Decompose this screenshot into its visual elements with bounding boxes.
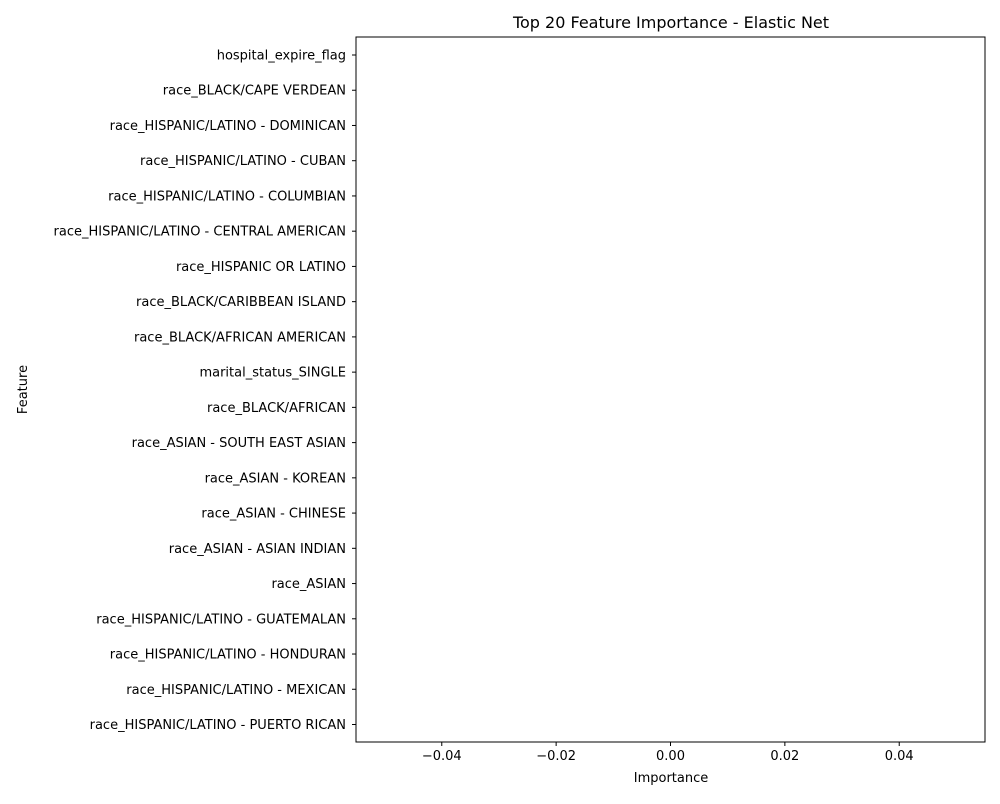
y-tick-label: race_HISPANIC/LATINO - HONDURAN [110,648,346,663]
plot-area-frame [355,36,986,743]
y-tick-label: race_BLACK/AFRICAN AMERICAN [134,330,346,345]
y-tick-label: race_HISPANIC/LATINO - PUERTO RICAN [90,718,346,733]
y-axis: hospital_expire_flag race_BLACK/CAPE VERD… [54,49,356,733]
y-tick-label: race_HISPANIC/LATINO - MEXICAN [126,683,346,698]
y-tick-label: race_ASIAN [271,577,346,592]
y-tick-label: race_HISPANIC/LATINO - CUBAN [140,154,346,169]
x-tick-label: 0.02 [770,749,799,764]
y-tick-label: race_HISPANIC/LATINO - DOMINICAN [110,119,346,134]
y-tick-label: race_ASIAN - KOREAN [205,471,346,486]
y-tick-label: race_HISPANIC OR LATINO [176,260,346,275]
y-axis-label: Feature [16,365,31,414]
x-axis-label: Importance [634,771,709,786]
x-tick-label: 0.00 [656,749,685,764]
y-tick-label: race_BLACK/CAPE VERDEAN [163,84,346,99]
x-tick-label: −0.02 [536,749,576,764]
y-tick-label: hospital_expire_flag [217,49,346,64]
y-tick-label: race_ASIAN - ASIAN INDIAN [169,542,346,557]
x-axis: −0.04 −0.02 0.00 0.02 0.04 [422,742,914,764]
y-tick-label: race_HISPANIC/LATINO - GUATEMALAN [96,612,346,627]
y-tick-label: marital_status_SINGLE [199,366,346,381]
y-tick-label: race_HISPANIC/LATINO - CENTRAL AMERICAN [54,225,346,240]
y-tick-label: race_BLACK/CARIBBEAN ISLAND [136,295,346,310]
x-tick-label: −0.04 [422,749,462,764]
y-tick-label: race_ASIAN - SOUTH EAST ASIAN [132,436,346,451]
y-tick-label: race_HISPANIC/LATINO - COLUMBIAN [108,189,346,204]
x-tick-label: 0.04 [885,749,914,764]
y-tick-label: race_BLACK/AFRICAN [207,401,346,416]
y-tick-label: race_ASIAN - CHINESE [201,507,346,522]
chart-title: Top 20 Feature Importance - Elastic Net [512,13,829,32]
